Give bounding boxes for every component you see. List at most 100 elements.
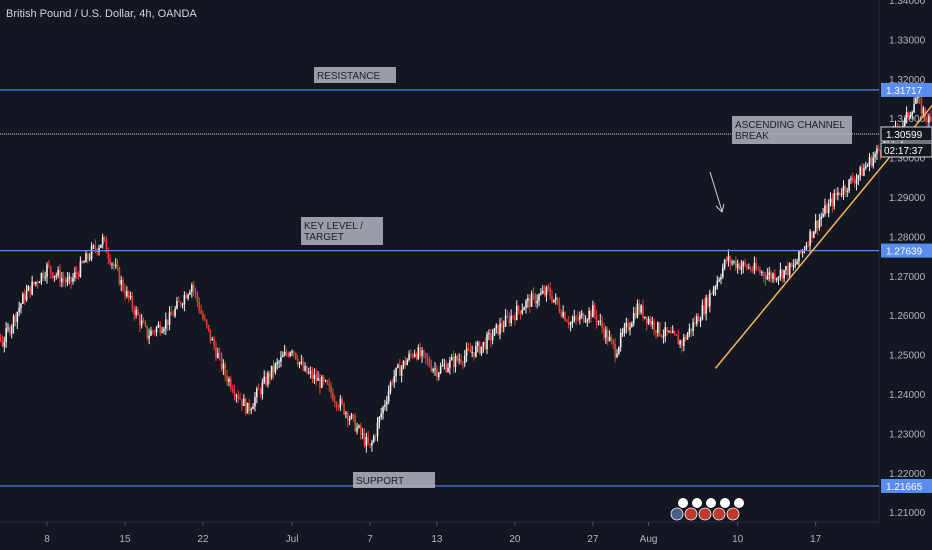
candle-body — [772, 273, 774, 279]
note-support[interactable]: SUPPORT — [353, 472, 435, 488]
candle-body — [564, 312, 566, 321]
candle-body — [374, 436, 377, 438]
candle-body — [165, 319, 167, 329]
candle-body — [168, 312, 171, 326]
candle-body — [699, 319, 702, 322]
candle-body — [333, 400, 336, 403]
candle-body — [495, 324, 498, 329]
candle-body — [634, 312, 637, 318]
candle-body — [573, 316, 576, 321]
candle-body — [463, 355, 466, 364]
candle-body — [601, 320, 603, 328]
candle-body — [57, 270, 59, 276]
candle-body — [29, 286, 32, 295]
candle-body — [140, 320, 143, 326]
candle-body — [0, 336, 2, 341]
economic-events[interactable]: 4 2 4 3 2 — [670, 498, 744, 521]
candle-body — [540, 293, 542, 295]
candle-body — [178, 301, 180, 302]
note-channel-break[interactable]: ASCENDING CHANNEL BREAK — [732, 116, 852, 144]
candle-body — [176, 301, 178, 309]
candle-body — [768, 272, 771, 276]
candle-body — [759, 269, 761, 273]
candle-body — [133, 308, 136, 315]
candle-body — [187, 294, 189, 299]
price-tick-label: 1.28000 — [889, 232, 926, 243]
candle-body — [317, 377, 319, 381]
candle-body — [423, 350, 425, 354]
price-tick-label: 1.30000 — [889, 154, 926, 165]
note-key-level[interactable]: KEY LEVEL / TARGET — [301, 217, 383, 245]
candle-body — [126, 291, 128, 297]
time-tick-label: 15 — [119, 534, 131, 545]
candle-body — [335, 402, 338, 407]
candle-body — [813, 231, 815, 238]
note-support-box — [353, 472, 435, 488]
candle-body — [551, 296, 553, 302]
candle-body — [478, 342, 481, 354]
candle-body — [619, 333, 622, 348]
candle-body — [205, 319, 208, 326]
candle-body — [822, 213, 824, 217]
candle-body — [326, 380, 329, 385]
candle-body — [558, 303, 561, 312]
candle-body — [40, 273, 43, 283]
candle-body — [207, 325, 210, 330]
time-tick-label: 17 — [810, 534, 822, 545]
candle-body — [616, 353, 618, 358]
candle-body — [159, 324, 162, 333]
candle-body — [252, 406, 254, 410]
time-axis[interactable]: 8 15 22 Jul 7 13 20 27 Aug 10 17 — [44, 522, 822, 545]
candle-body — [497, 324, 499, 335]
candle-body — [445, 364, 447, 372]
candle-body — [222, 364, 225, 369]
candle-body — [861, 167, 863, 176]
note-resistance-text: RESISTANCE — [317, 71, 380, 82]
candle-body — [174, 308, 176, 316]
candle-body — [118, 268, 121, 285]
candle-body — [372, 436, 375, 443]
candle-body — [850, 178, 852, 180]
candle-body — [785, 266, 787, 270]
candle-body — [217, 353, 219, 358]
candle-body — [688, 328, 691, 335]
price-tick-label: 1.23000 — [889, 429, 926, 440]
candle-body — [319, 377, 321, 388]
note-resistance[interactable]: RESISTANCE — [314, 67, 396, 83]
candle-body — [122, 279, 124, 291]
candle-body — [655, 330, 657, 333]
candle-body — [378, 416, 381, 423]
event-flag-icon — [712, 507, 726, 521]
event-count-badge — [720, 498, 730, 508]
arrow-drawing[interactable] — [709, 171, 725, 213]
note-key-level-line: KEY LEVEL / — [304, 221, 363, 232]
level-price-tag — [881, 478, 932, 493]
candle-body — [393, 376, 395, 383]
current-price-text: 1.30599 — [886, 130, 923, 141]
candle-body — [584, 321, 587, 323]
candle-body — [779, 269, 782, 277]
candle-body — [172, 315, 175, 316]
candle-body — [866, 164, 869, 167]
candle-body — [233, 391, 236, 396]
candle-body — [218, 353, 221, 355]
candle-body — [135, 309, 137, 315]
candle-body — [543, 290, 546, 296]
candle-body — [85, 253, 87, 263]
price-axis[interactable]: 1.34000 1.33000 1.32000 1.31000 1.30000 1.290… — [889, 0, 926, 519]
candle-body — [109, 258, 111, 264]
candle-body — [664, 327, 667, 336]
candle-body — [62, 278, 65, 281]
candle-body — [556, 297, 559, 304]
down-arrow-head — [715, 203, 725, 213]
candle-body — [926, 117, 928, 123]
candle-body — [668, 331, 670, 333]
candle-body — [486, 334, 488, 349]
candle-body — [230, 378, 232, 389]
candle-body — [838, 192, 841, 195]
candle-body — [215, 346, 217, 358]
time-tick-label: 20 — [509, 534, 521, 545]
candle-body — [903, 118, 906, 126]
candle-body — [430, 365, 433, 371]
